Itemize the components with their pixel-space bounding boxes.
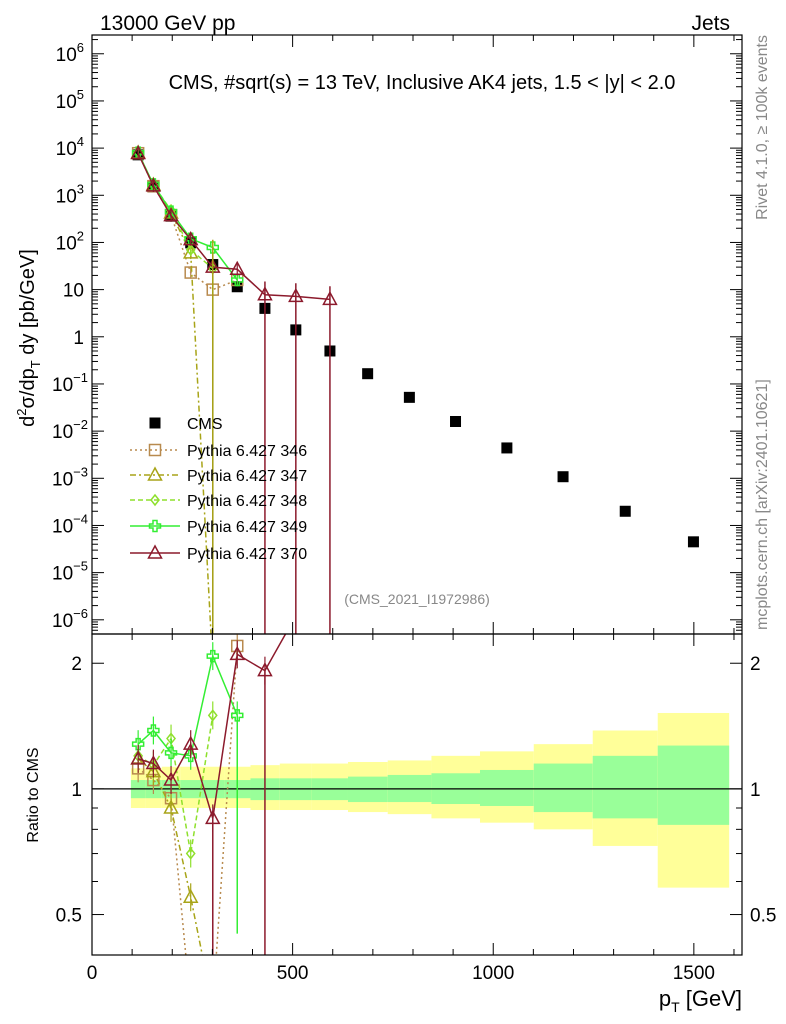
- series-4-ratio-point: [230, 709, 244, 722]
- y-tick-label: 10−4: [52, 511, 88, 537]
- series-0-point: [557, 471, 569, 483]
- y-tick-label: 1: [73, 328, 84, 349]
- chart-title: CMS, #sqrt(s) = 13 TeV, Inclusive AK4 je…: [169, 72, 676, 94]
- ratio-tick-label-right: 0.5: [750, 906, 776, 927]
- legend: CMS Pythia 6.427 346 Pythia 6.427 347 Pythi…: [130, 416, 307, 563]
- y-axis-title: d2σ/dpT dy [pb/GeV]: [14, 249, 43, 427]
- y-tick-label: 106: [56, 40, 84, 66]
- series-0-point: [687, 536, 699, 548]
- series-0-point: [450, 415, 462, 427]
- series-5-ratio-point: [182, 735, 199, 750]
- ratio-y-axis-title: Ratio to CMS: [25, 747, 42, 842]
- series-3-ratio-point: [207, 709, 218, 722]
- main-plot-frame: [91, 34, 743, 635]
- series-1-line: [137, 152, 238, 291]
- series-4-ratio-point: [131, 737, 145, 751]
- main-plot: 10610510410310210110−110−210−310−410−510…: [52, 34, 743, 635]
- legend-label-0: CMS: [187, 416, 223, 433]
- ratio-plot: 0 500 1000 1500 0.5 0.5 1 1 2 2: [56, 633, 776, 1013]
- series-5-ratio-point: [130, 750, 146, 765]
- ratio-tick-label-right: 1: [750, 780, 761, 801]
- y-tick-label: 10: [63, 281, 84, 302]
- legend-label-5: Pythia 6.427 370: [187, 546, 307, 563]
- series-4-ratio-point: [164, 746, 178, 760]
- legend-marker-1: [148, 443, 162, 457]
- y-tick-label: 10−2: [52, 417, 88, 443]
- series-0-point: [362, 368, 374, 380]
- mcplots-label: mcplots.cern.ch [arXiv:2401.10621]: [754, 379, 771, 630]
- series-5-ratio-point: [163, 771, 179, 786]
- y-tick-label: 10−1: [52, 370, 88, 396]
- series-4-point: [206, 241, 220, 254]
- legend-label-1: Pythia 6.427 346: [187, 443, 307, 460]
- series-0-point: [501, 442, 513, 454]
- series-4-ratio-point: [206, 649, 220, 663]
- x-tick-label: 1000: [472, 963, 514, 984]
- legend-marker-3: [150, 493, 160, 507]
- legend-marker-4: [148, 519, 162, 533]
- series-1-ratio-point: [207, 1002, 218, 1013]
- series-5-ratio-point: [229, 645, 246, 661]
- stat-uncertainty-band: [479, 769, 534, 806]
- y-tick-label: 10−6: [52, 606, 88, 632]
- ratio-tick-label-left: 1: [71, 780, 82, 801]
- series-3-ratio-point: [185, 847, 196, 860]
- header-right: Jets: [691, 12, 730, 35]
- series-0-point: [231, 281, 243, 293]
- series-5-point: [163, 207, 179, 222]
- series-5-point: [145, 177, 162, 192]
- stat-uncertainty-band: [592, 755, 658, 819]
- series-5-ratio-point: [145, 754, 162, 770]
- series-4-line: [137, 152, 238, 281]
- x-axis-title: pT [GeV]: [659, 986, 742, 1015]
- series-1-ratio-point: [185, 1002, 196, 1013]
- x-tick-label: 1500: [673, 963, 715, 984]
- legend-marker-2: [147, 466, 163, 481]
- series-5-point: [182, 231, 199, 246]
- series-4-point: [230, 273, 244, 287]
- ratio-plot-frame: [91, 633, 743, 956]
- y-tick-label: 103: [56, 181, 84, 207]
- series-3-point: [185, 243, 196, 256]
- stat-uncertainty-band: [533, 763, 593, 813]
- legend-label-2: Pythia 6.427 347: [187, 468, 307, 485]
- series-1-ratio-line: [137, 645, 238, 955]
- series-1-point: [184, 266, 197, 279]
- y-tick-label: 105: [56, 87, 84, 113]
- series-2-ratio-point: [163, 799, 179, 814]
- series-4-ratio-point: [147, 724, 160, 737]
- ratio-tick-label-left: 0.5: [56, 906, 82, 927]
- rivet-label: Rivet 4.1.0, ≥ 100k events: [754, 35, 771, 220]
- series-2-ratio-point: [206, 1000, 219, 1012]
- series-5-point: [130, 144, 146, 160]
- series-5-point: [229, 260, 246, 276]
- legend-marker-5: [147, 544, 163, 559]
- legend-marker-0: [149, 417, 161, 429]
- analysis-watermark: (CMS_2021_I1972986): [344, 591, 490, 607]
- stat-uncertainty-band: [657, 745, 730, 825]
- y-tick-label: 10−5: [52, 559, 88, 585]
- series-0-point: [619, 505, 631, 517]
- ratio-tick-label-left: 2: [71, 654, 82, 675]
- legend-label-3: Pythia 6.427 348: [187, 493, 307, 510]
- x-tick-label: 0: [87, 963, 98, 984]
- y-tick-label: 102: [56, 228, 84, 254]
- y-tick-label: 104: [56, 134, 84, 160]
- x-tick-label: 500: [277, 963, 309, 984]
- legend-label-4: Pythia 6.427 349: [187, 519, 307, 536]
- series-2-ratio-point: [182, 888, 199, 904]
- y-tick-label: 10−3: [52, 464, 88, 490]
- series-0-point: [403, 391, 415, 403]
- header-left: 13000 GeV pp: [100, 12, 235, 35]
- ratio-tick-label-right: 2: [750, 654, 761, 675]
